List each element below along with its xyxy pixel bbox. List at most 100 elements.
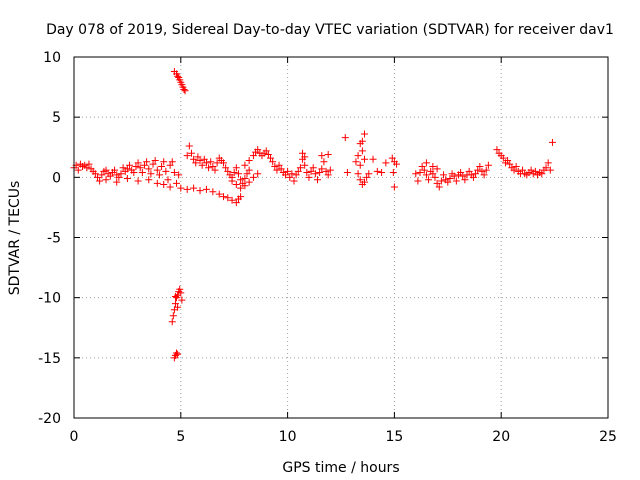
data-point <box>484 161 492 169</box>
data-point <box>232 164 240 172</box>
data-point <box>292 171 300 179</box>
data-point <box>174 303 182 311</box>
data-point <box>305 173 313 181</box>
data-point <box>299 149 307 157</box>
data-point <box>215 190 223 198</box>
data-point <box>354 152 362 160</box>
data-point <box>187 149 195 157</box>
data-point <box>341 134 349 142</box>
data-point <box>318 165 326 173</box>
data-point <box>224 167 232 175</box>
data-point <box>262 147 270 155</box>
data-point <box>183 152 191 160</box>
data-point <box>117 170 125 178</box>
data-point <box>177 289 185 297</box>
data-point <box>461 176 469 184</box>
data-point <box>286 173 294 181</box>
data-point <box>213 159 221 167</box>
data-point <box>288 170 296 178</box>
data-point <box>200 155 208 163</box>
data-point <box>173 349 181 357</box>
y-tick-label: -15 <box>38 351 61 367</box>
x-tick-label: 20 <box>492 429 510 445</box>
x-tick-label: 0 <box>70 429 79 445</box>
data-point <box>249 173 257 181</box>
data-point <box>147 170 155 178</box>
data-point <box>232 199 240 207</box>
data-point <box>174 350 182 358</box>
x-tick-label: 10 <box>279 429 297 445</box>
data-point <box>153 179 161 187</box>
data-point <box>429 163 437 171</box>
data-point <box>435 183 443 191</box>
data-point <box>102 166 110 174</box>
data-point <box>230 169 238 177</box>
data-point <box>202 159 210 167</box>
data-point <box>284 167 292 175</box>
data-point <box>170 169 178 177</box>
data-point <box>390 183 398 191</box>
data-point <box>241 175 249 183</box>
data-point <box>245 178 253 186</box>
data-point <box>145 165 153 173</box>
data-point <box>85 160 93 168</box>
data-point <box>544 159 552 167</box>
data-point <box>422 159 430 167</box>
data-point <box>527 166 535 174</box>
data-point <box>281 171 289 179</box>
data-point <box>241 182 249 190</box>
data-point <box>531 167 539 175</box>
y-tick-label: 5 <box>52 110 61 126</box>
data-point <box>437 177 445 185</box>
data-point <box>324 171 332 179</box>
data-point <box>143 158 151 166</box>
y-axis-label: SDTVAR / TECUs <box>7 181 23 296</box>
data-point <box>134 159 142 167</box>
data-point <box>296 164 304 172</box>
data-point <box>324 150 332 158</box>
data-point <box>185 142 193 150</box>
data-point <box>322 167 330 175</box>
data-point <box>237 176 245 184</box>
data-point <box>166 183 174 191</box>
data-point <box>412 170 420 178</box>
data-point <box>98 171 106 179</box>
data-point <box>452 177 460 185</box>
data-point <box>111 166 119 174</box>
data-point <box>429 170 437 178</box>
x-axis-label: GPS time / hours <box>282 460 399 476</box>
data-point <box>465 167 473 175</box>
data-point <box>130 169 138 177</box>
data-point <box>414 177 422 185</box>
data-point <box>234 170 242 178</box>
data-point <box>224 194 232 202</box>
data-point <box>220 159 228 167</box>
data-point <box>418 163 426 171</box>
data-point <box>277 165 285 173</box>
data-point <box>168 318 176 326</box>
data-point <box>294 167 302 175</box>
data-point <box>360 178 368 186</box>
data-point <box>457 169 465 177</box>
y-tick-label: 10 <box>43 50 61 66</box>
data-point <box>237 184 245 192</box>
data-point <box>136 164 144 172</box>
data-point <box>388 154 396 162</box>
grid <box>74 57 608 418</box>
data-point <box>209 163 217 171</box>
data-point <box>352 158 360 166</box>
data-point <box>538 170 546 178</box>
data-point <box>318 152 326 160</box>
data-point <box>178 296 186 304</box>
data-point <box>469 173 477 181</box>
data-point <box>207 158 215 166</box>
data-point <box>316 169 324 177</box>
data-point <box>158 163 166 171</box>
data-point <box>343 169 351 177</box>
data-point <box>171 292 179 300</box>
data-point <box>168 158 176 166</box>
data-point <box>196 187 204 195</box>
x-tick-label: 5 <box>176 429 185 445</box>
data-point <box>433 165 441 173</box>
